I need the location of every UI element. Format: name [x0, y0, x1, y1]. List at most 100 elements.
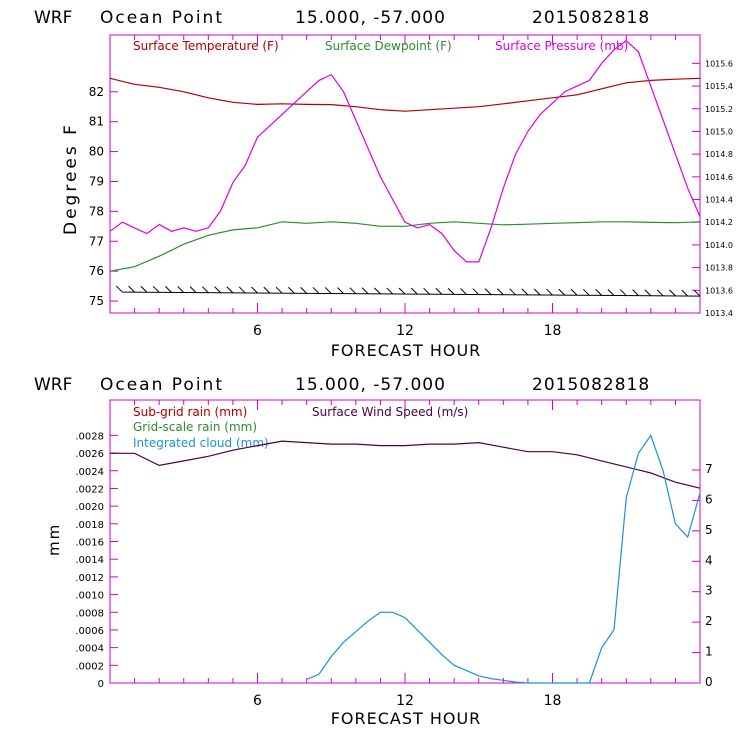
y2-tick-label-1013-8: 1013.8	[705, 264, 733, 273]
legend-surface-wind-speed: Surface Wind Speed (m/s)	[312, 405, 468, 419]
y2-tick-label-6: 6	[705, 492, 713, 506]
wind-barb	[349, 287, 357, 295]
panel-1-plot-frame	[109, 34, 701, 314]
panel-1-title: WRF Ocean Point 15.000, -57.000 20150828…	[34, 8, 650, 28]
y2-tick-label-4: 4	[705, 553, 713, 567]
y2-tick-label-3: 3	[705, 584, 713, 598]
wind-barb	[595, 289, 603, 296]
wind-barb	[214, 286, 221, 294]
y-tick-label-0016: .0016	[75, 538, 104, 549]
legend-integrated-cloud: Integrated cloud (mm)	[133, 436, 269, 450]
y2-tick-label-2: 2	[705, 614, 713, 628]
panel-1-title-location: Ocean Point	[100, 8, 224, 28]
y-tick-label-78: 78	[89, 204, 104, 218]
panel-2-y2-tick-labels: 0 1 2 3 4 5 6 7	[705, 462, 713, 689]
wind-barb	[570, 288, 578, 296]
wind-barb	[681, 289, 689, 297]
y-tick-label-79: 79	[89, 174, 104, 188]
wind-barb	[288, 286, 295, 294]
panel-1-title-init: 2015082818	[532, 8, 650, 28]
panel-1-wind-barbs	[115, 285, 701, 297]
panel-2-title: WRF Ocean Point 15.000, -57.000 20150828…	[34, 375, 650, 395]
series-surface-wind-speed-m-s	[110, 440, 701, 489]
y2-tick-label-5: 5	[705, 523, 713, 537]
wind-barb	[423, 287, 430, 295]
wind-barb	[324, 287, 332, 294]
y-tick-label-0010: .0010	[75, 591, 104, 602]
panel-2-y-axis-label: mm	[45, 523, 63, 556]
x-tick-label-12: 12	[396, 323, 414, 339]
panel-2-title-location: Ocean Point	[100, 375, 224, 395]
wind-barb	[361, 287, 369, 295]
wind-barb	[472, 288, 480, 295]
wind-barb	[644, 289, 652, 297]
panel-2-title-init: 2015082818	[532, 375, 650, 395]
x-tick-label-6: 6	[253, 323, 262, 339]
panel-1-legend: Surface Temperature (F) Surface Dewpoint…	[133, 39, 628, 53]
panel-1-series	[109, 39, 701, 272]
wind-barb	[521, 288, 529, 296]
panel-1-ticks	[110, 35, 700, 314]
y-tick-label-0: 0	[98, 679, 104, 690]
y2-tick-label-1: 1	[705, 645, 713, 659]
y-tick-label-0020: .0020	[75, 502, 104, 513]
panel-2-ticks	[110, 400, 700, 684]
panel-1-title-model: WRF	[34, 8, 72, 28]
wind-barb	[226, 286, 234, 294]
y2-tick-label-1015-4: 1015.4	[705, 82, 733, 91]
x-tick-label-6: 6	[253, 693, 262, 709]
wind-barb	[447, 288, 455, 295]
y2-tick-label-1013-6: 1013.6	[705, 286, 733, 295]
panel-1-title-coords: 15.000, -57.000	[295, 8, 446, 28]
legend-sub-grid-rain: Sub-grid rain (mm)	[133, 405, 247, 419]
y2-tick-label-1015-0: 1015.0	[705, 127, 733, 136]
wind-barb	[386, 287, 394, 295]
y-tick-label-0028: .0028	[75, 431, 104, 442]
panel-1-y2-tick-labels: 1013.4 1013.6 1013.8 1014.0 1014.2 1014.4 1014…	[705, 59, 733, 318]
wind-barb	[238, 286, 246, 294]
y-tick-label-82: 82	[89, 85, 104, 99]
legend-surface-dewpoint: Surface Dewpoint (F)	[325, 39, 452, 53]
y2-tick-label-1014-4: 1014.4	[705, 196, 733, 205]
y-tick-label-0018: .0018	[75, 520, 104, 531]
wind-barb	[263, 286, 271, 294]
series-surface-dewpoint-f	[109, 221, 701, 272]
legend-surface-temperature: Surface Temperature (F)	[133, 39, 279, 53]
wind-barb	[251, 286, 258, 294]
y-tick-label-0012: .0012	[75, 573, 104, 584]
panel-1-y-axis-label: Degrees F	[61, 122, 81, 235]
y-tick-label-0004: .0004	[75, 644, 104, 655]
x-tick-label-18: 18	[544, 323, 562, 339]
panel-2-legend: Sub-grid rain (mm) Grid-scale rain (mm) …	[133, 405, 468, 450]
wind-barb	[607, 289, 615, 296]
series-integrated-cloud-mm	[306, 434, 701, 684]
y-tick-label-76: 76	[89, 264, 104, 278]
wind-barb	[619, 289, 627, 296]
wind-barb	[398, 287, 406, 295]
series-surface-pressure-mb	[109, 39, 701, 263]
wind-barb	[337, 287, 344, 294]
y2-tick-label-0: 0	[705, 675, 713, 689]
y2-tick-label-1014-8: 1014.8	[705, 150, 733, 159]
y-tick-label-80: 80	[89, 145, 104, 159]
wind-barb	[152, 285, 160, 293]
panel-2-x-axis-label: FORECAST HOUR	[331, 709, 482, 728]
y-tick-label-0014: .0014	[75, 555, 104, 566]
panel-2-series	[110, 434, 701, 684]
wind-barb	[496, 288, 504, 296]
wind-barb	[460, 288, 467, 295]
y2-tick-label-1015-6: 1015.6	[705, 59, 733, 68]
y2-tick-label-1014-6: 1014.6	[705, 173, 733, 182]
wind-barb	[128, 285, 135, 293]
y2-tick-label-1014-0: 1014.0	[705, 241, 733, 250]
panel-2-title-model: WRF	[34, 375, 72, 395]
y-tick-label-81: 81	[89, 115, 104, 129]
series-surface-temperature-f	[109, 77, 701, 112]
y-tick-label-75: 75	[89, 294, 104, 308]
wind-barb	[300, 286, 308, 294]
wind-barb	[374, 287, 381, 295]
wind-barb	[410, 287, 418, 295]
wind-barb	[312, 287, 320, 294]
